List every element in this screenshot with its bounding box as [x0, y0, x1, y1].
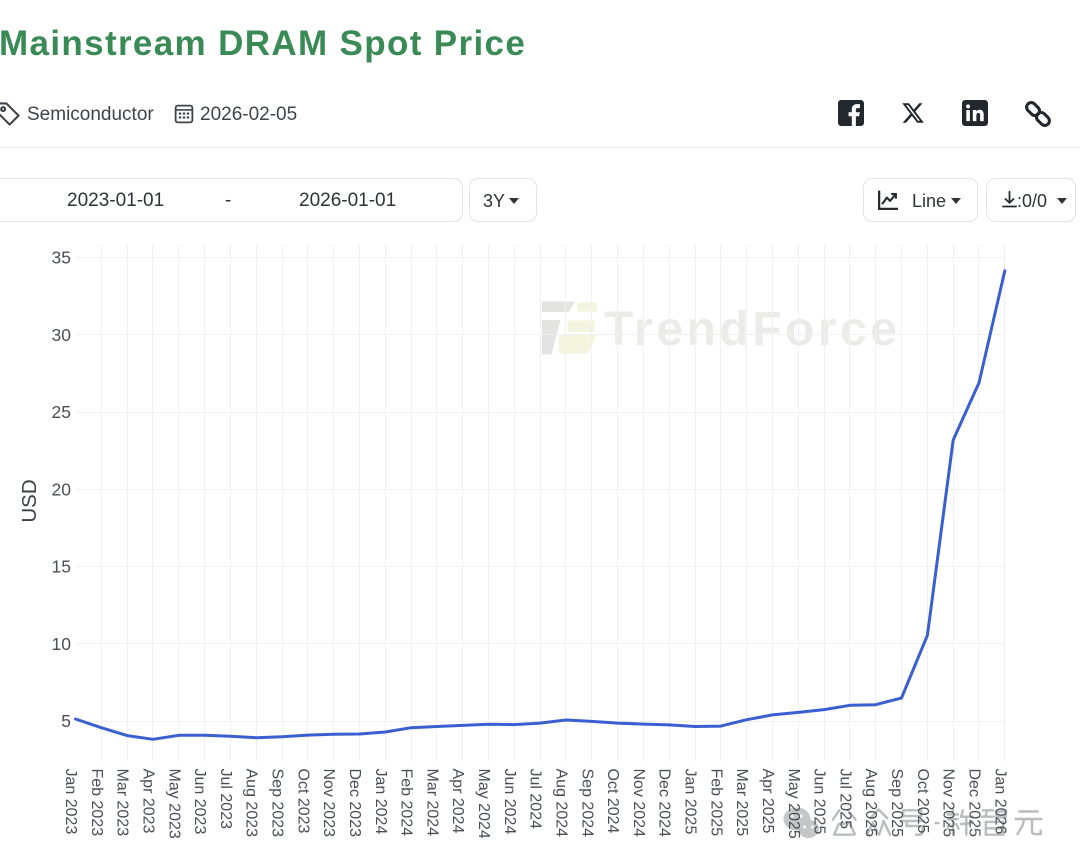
svg-text:10: 10	[52, 634, 72, 654]
svg-text:Apr 2025: Apr 2025	[759, 769, 776, 834]
svg-text:Nov 2024: Nov 2024	[630, 769, 647, 838]
svg-text:Feb 2023: Feb 2023	[88, 769, 105, 837]
svg-text:Dec 2025: Dec 2025	[966, 769, 983, 838]
svg-text:May 2025: May 2025	[785, 769, 802, 839]
svg-text:May 2023: May 2023	[165, 769, 182, 839]
svg-text:Jul 2025: Jul 2025	[836, 769, 853, 830]
svg-text:Feb 2024: Feb 2024	[398, 769, 415, 837]
svg-text:Jan 2023: Jan 2023	[62, 769, 79, 835]
svg-text:Mar 2024: Mar 2024	[423, 769, 440, 837]
svg-text:Oct 2024: Oct 2024	[604, 769, 621, 834]
svg-text:Jan 2024: Jan 2024	[372, 769, 389, 835]
svg-text:Aug 2023: Aug 2023	[243, 769, 260, 838]
svg-text:30: 30	[52, 325, 72, 345]
svg-text:Apr 2024: Apr 2024	[449, 769, 466, 834]
svg-text:Oct 2023: Oct 2023	[294, 769, 311, 834]
svg-text:25: 25	[52, 402, 71, 422]
svg-text:Sep 2025: Sep 2025	[888, 769, 905, 838]
svg-text:Aug 2025: Aug 2025	[862, 769, 879, 838]
svg-text:35: 35	[52, 248, 71, 268]
svg-text:Dec 2024: Dec 2024	[656, 769, 673, 838]
svg-text:15: 15	[52, 557, 71, 577]
svg-text:USD: USD	[18, 479, 41, 522]
svg-text:Dec 2023: Dec 2023	[346, 769, 363, 838]
svg-text:Jun 2024: Jun 2024	[501, 769, 518, 835]
svg-text:Sep 2024: Sep 2024	[578, 769, 595, 838]
svg-text:Feb 2025: Feb 2025	[707, 769, 724, 837]
svg-text:Nov 2023: Nov 2023	[320, 769, 337, 838]
svg-text:TrendForce: TrendForce	[604, 303, 900, 356]
svg-text:Jul 2023: Jul 2023	[217, 769, 234, 830]
svg-text:5: 5	[61, 711, 71, 731]
svg-text:Jun 2025: Jun 2025	[811, 769, 828, 835]
svg-text:May 2024: May 2024	[475, 769, 492, 839]
svg-text:Apr 2023: Apr 2023	[139, 769, 156, 834]
svg-text:Mar 2025: Mar 2025	[733, 769, 750, 837]
svg-text:Jan 2026: Jan 2026	[991, 769, 1008, 835]
svg-text:Nov 2025: Nov 2025	[940, 769, 957, 838]
svg-text:Jul 2024: Jul 2024	[527, 769, 544, 830]
svg-text:Mar 2023: Mar 2023	[114, 769, 131, 837]
svg-text:Sep 2023: Sep 2023	[269, 769, 286, 838]
svg-text:Jan 2025: Jan 2025	[682, 769, 699, 835]
svg-text:20: 20	[52, 480, 72, 500]
svg-text:Jun 2023: Jun 2023	[191, 769, 208, 835]
svg-text:Aug 2024: Aug 2024	[553, 769, 570, 838]
svg-text:Oct 2025: Oct 2025	[914, 769, 931, 834]
